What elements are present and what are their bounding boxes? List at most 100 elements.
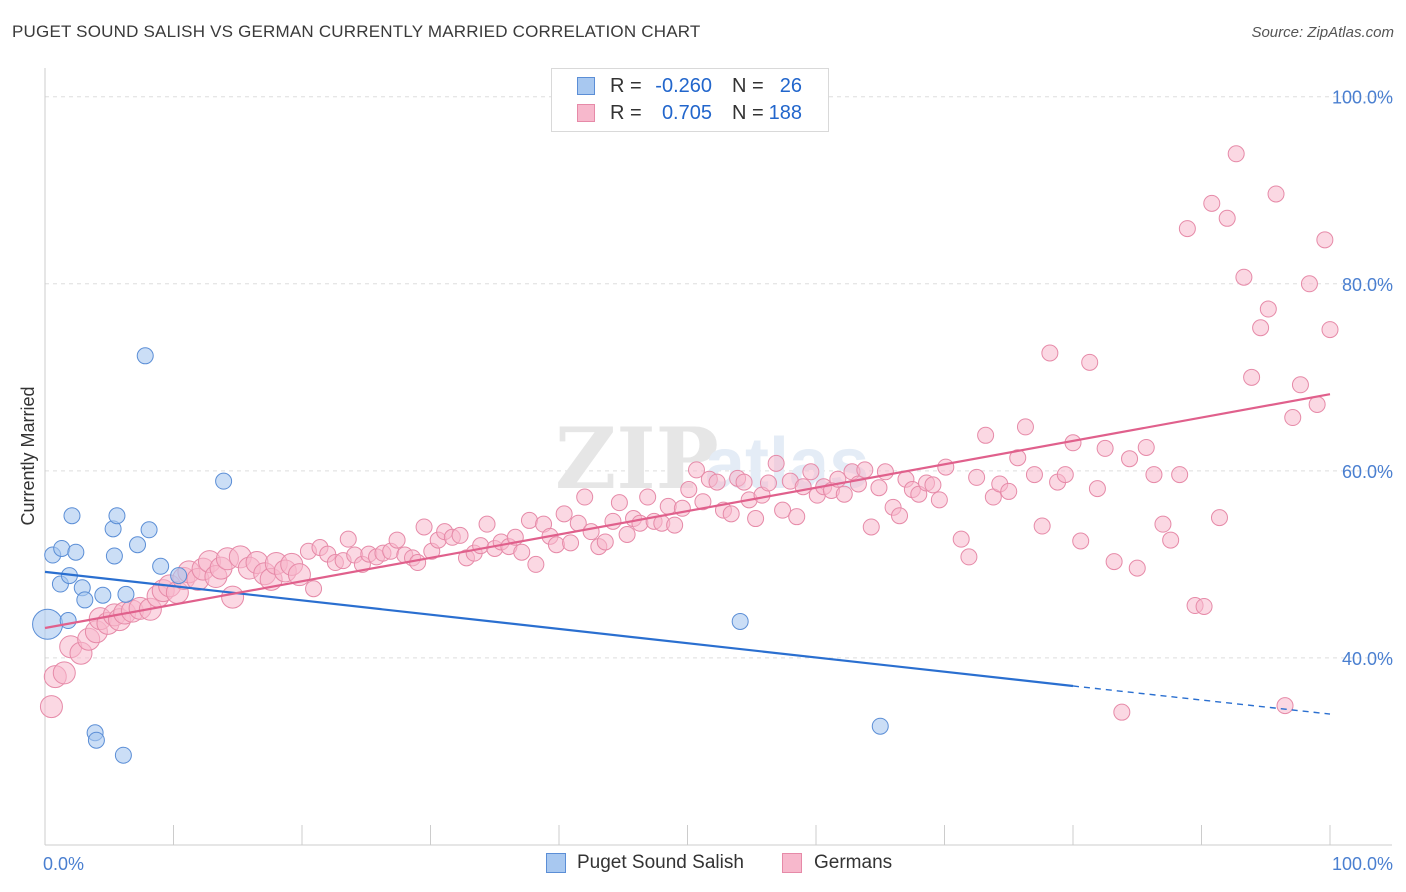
german-point	[1210, 509, 1228, 527]
german-point	[960, 548, 978, 566]
german-point	[451, 526, 469, 544]
german-point	[856, 461, 874, 479]
y-tick-label: 80.0%	[1342, 275, 1393, 295]
german-point	[1308, 395, 1326, 413]
german-point	[1276, 697, 1294, 715]
german-point	[862, 518, 880, 536]
salish-point	[215, 472, 233, 490]
r-value: -0.260	[655, 75, 712, 97]
german-point	[1162, 531, 1180, 549]
y-tick-label: 100.0%	[1332, 88, 1393, 108]
n-label: N =	[732, 75, 764, 97]
salish-point	[114, 746, 132, 764]
german-point	[618, 525, 636, 543]
german-point	[687, 461, 705, 479]
y-tick-label: 60.0%	[1342, 462, 1393, 482]
german-point	[1227, 145, 1245, 163]
salish-point	[32, 608, 64, 640]
r-label: R =	[610, 102, 642, 124]
german-point	[891, 507, 909, 525]
german-point	[767, 454, 785, 472]
x-tick-label: 100.0%	[1332, 854, 1393, 874]
salish-point	[152, 557, 170, 575]
german-point	[680, 481, 698, 499]
german-point	[1243, 368, 1261, 386]
german-point	[472, 537, 490, 555]
german-point	[1203, 194, 1221, 212]
salish-point	[87, 731, 105, 749]
salish-point	[136, 347, 154, 365]
german-point	[1321, 321, 1339, 339]
german-swatch	[577, 104, 595, 122]
german-point	[1081, 353, 1099, 371]
german-point	[1088, 480, 1106, 498]
german-point	[952, 530, 970, 548]
german-point	[221, 585, 245, 609]
german-point	[604, 512, 622, 530]
german-point	[1145, 466, 1163, 484]
x-tick-label: 0.0%	[43, 854, 84, 874]
german-point	[1105, 553, 1123, 571]
german-points	[39, 145, 1339, 721]
german-point	[1128, 559, 1146, 577]
german-point	[1267, 185, 1285, 203]
german-point	[924, 476, 942, 494]
german-point	[1178, 220, 1196, 238]
salish-legend-swatch	[546, 853, 566, 873]
german-point	[39, 695, 63, 719]
german-point	[876, 463, 894, 481]
r-label: R =	[610, 75, 642, 97]
german-point	[1316, 231, 1334, 249]
german-point	[1000, 482, 1018, 500]
german-point	[1235, 268, 1253, 286]
german-trend-line	[44, 393, 1331, 630]
german-point	[1033, 517, 1051, 535]
salish-point	[108, 507, 126, 525]
salish-point	[140, 521, 158, 539]
trend-lines	[44, 393, 1331, 715]
german-point	[1252, 319, 1270, 337]
german-point	[52, 661, 76, 685]
german-point	[582, 523, 600, 541]
salish-point	[67, 543, 85, 561]
german-legend-label: Germans	[814, 852, 893, 873]
salish-point	[63, 507, 81, 525]
german-point	[722, 505, 740, 523]
german-point	[576, 488, 594, 506]
german-point	[708, 473, 726, 491]
axes	[44, 68, 1392, 846]
german-point	[1218, 209, 1236, 227]
german-point	[1072, 532, 1090, 550]
salish-points	[32, 347, 889, 764]
n-value: 188	[768, 102, 802, 124]
german-point	[562, 534, 580, 552]
salish-point	[105, 547, 123, 565]
german-point	[659, 497, 677, 515]
salish-point	[94, 586, 112, 604]
salish-point	[170, 567, 188, 585]
german-point	[555, 505, 573, 523]
german-point	[1113, 703, 1131, 721]
german-point	[478, 515, 496, 533]
german-point	[1284, 409, 1302, 427]
german-point	[802, 463, 820, 481]
salish-legend-label: Puget Sound Salish	[577, 852, 744, 873]
german-point	[735, 473, 753, 491]
german-point	[1121, 450, 1139, 468]
n-value: 26	[779, 75, 802, 97]
grid	[45, 96, 1392, 659]
chart-title: PUGET SOUND SALISH VS GERMAN CURRENTLY M…	[12, 22, 701, 41]
german-point	[666, 516, 684, 534]
german-point	[1300, 275, 1318, 293]
german-point	[388, 531, 406, 549]
german-point	[968, 468, 986, 486]
salish-point	[53, 539, 71, 557]
german-point	[774, 501, 792, 519]
german-point	[1009, 449, 1027, 467]
german-point	[1041, 344, 1059, 362]
n-label: N =	[732, 102, 764, 124]
y-axis-label: Currently Married	[18, 386, 38, 525]
german-legend-swatch	[782, 853, 802, 873]
german-point	[409, 554, 427, 572]
